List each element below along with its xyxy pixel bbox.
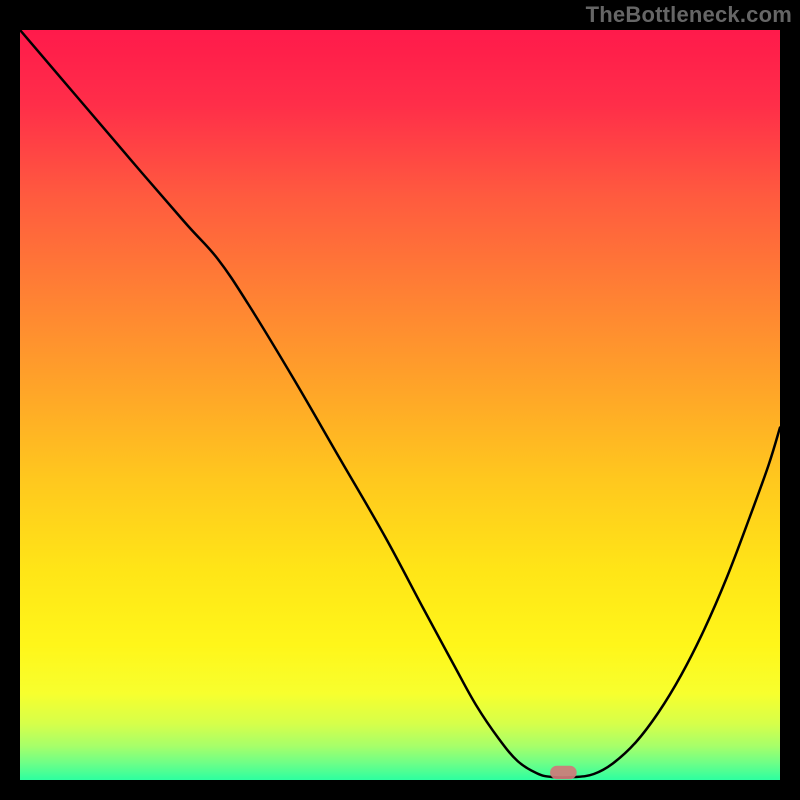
chart-svg <box>20 30 780 780</box>
gradient-background <box>20 30 780 780</box>
watermark-text: TheBottleneck.com <box>586 2 792 28</box>
plot-area <box>20 30 780 780</box>
chart-frame: TheBottleneck.com <box>0 0 800 800</box>
optimum-marker <box>550 766 577 780</box>
